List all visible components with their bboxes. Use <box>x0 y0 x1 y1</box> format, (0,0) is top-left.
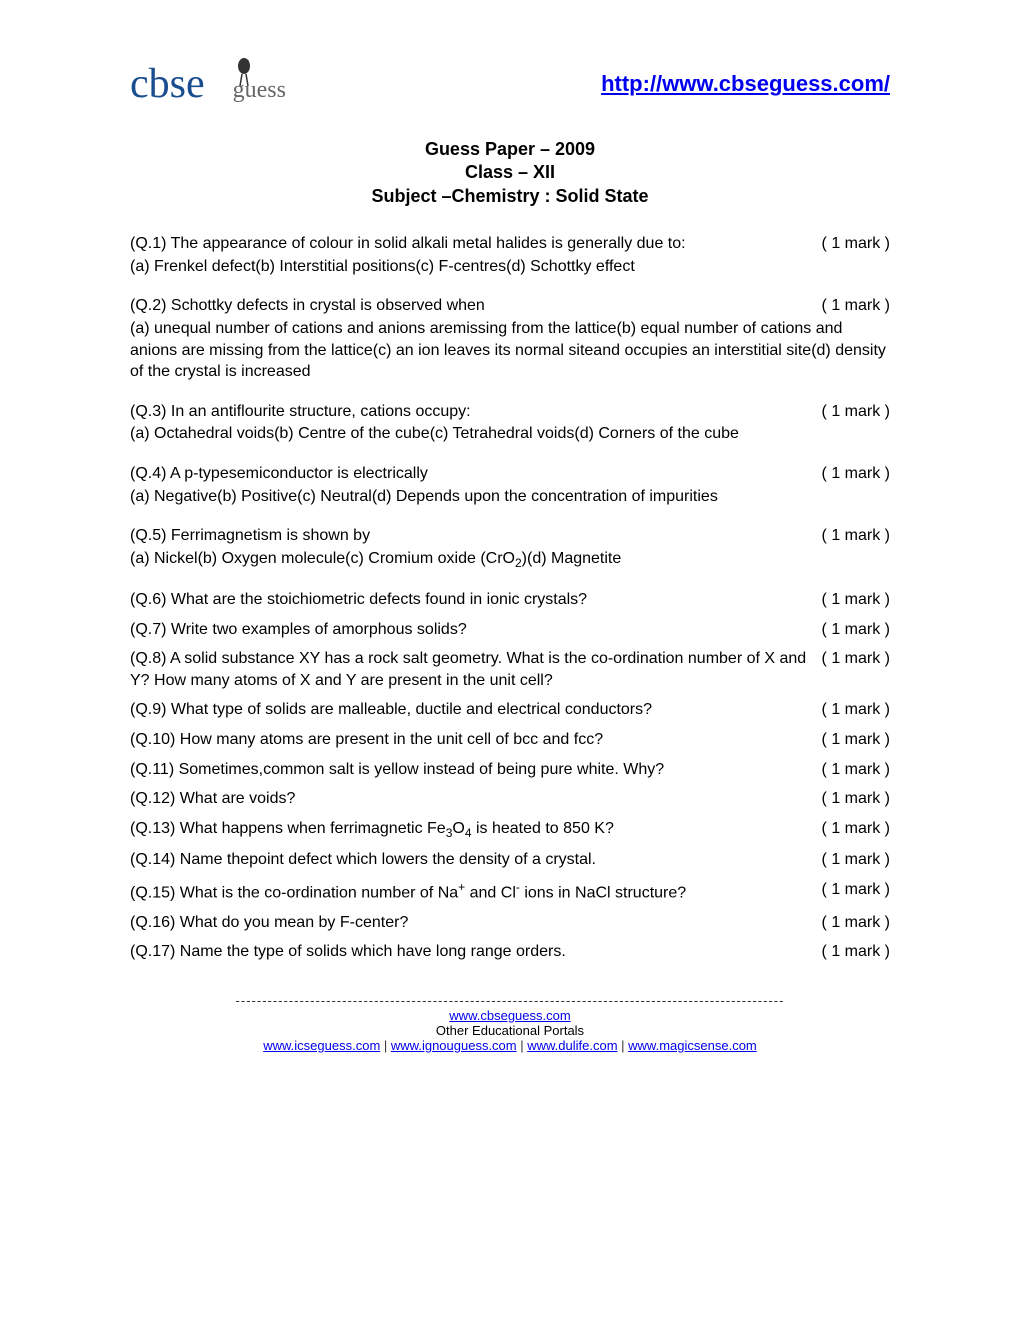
footer-separator: | <box>517 1038 528 1053</box>
question-mark: ( 1 mark ) <box>822 589 890 611</box>
question-text: (Q.4) A p-typesemiconductor is electrica… <box>130 463 822 485</box>
question-mark: ( 1 mark ) <box>822 759 890 781</box>
question-block: (Q.7) Write two examples of amorphous so… <box>130 619 890 641</box>
footer-portal-link[interactable]: www.dulife.com <box>527 1038 617 1053</box>
question-block: (Q.12) What are voids?( 1 mark ) <box>130 788 890 810</box>
question-mark: ( 1 mark ) <box>822 941 890 963</box>
question-block: (Q.13) What happens when ferrimagnetic F… <box>130 818 890 841</box>
question-options: (a) Octahedral voids(b) Centre of the cu… <box>130 423 890 445</box>
footer-subtext: Other Educational Portals <box>130 1023 890 1038</box>
question-block: (Q.11) Sometimes,common salt is yellow i… <box>130 759 890 781</box>
question-text: (Q.8) A solid substance XY has a rock sa… <box>130 648 822 691</box>
footer-portal-link[interactable]: www.icseguess.com <box>263 1038 380 1053</box>
question-row: (Q.3) In an antiflourite structure, cati… <box>130 401 890 423</box>
question-mark: ( 1 mark ) <box>822 401 890 423</box>
title-line-2: Class – XII <box>130 161 890 184</box>
logo-text-cbse: cbse <box>130 60 205 108</box>
question-block: (Q.16) What do you mean by F-center?( 1 … <box>130 912 890 934</box>
question-text: (Q.17) Name the type of solids which hav… <box>130 941 822 963</box>
question-options: (a) Nickel(b) Oxygen molecule(c) Cromium… <box>130 548 890 571</box>
logo: cbse guess <box>130 60 286 108</box>
question-mark: ( 1 mark ) <box>822 233 890 255</box>
question-row: (Q.11) Sometimes,common salt is yellow i… <box>130 759 890 781</box>
footer-separator: | <box>380 1038 391 1053</box>
question-text: (Q.2) Schottky defects in crystal is obs… <box>130 295 822 317</box>
question-mark: ( 1 mark ) <box>822 699 890 721</box>
question-row: (Q.5) Ferrimagnetism is shown by( 1 mark… <box>130 525 890 547</box>
title-line-1: Guess Paper – 2009 <box>130 138 890 161</box>
question-options: (a) Negative(b) Positive(c) Neutral(d) D… <box>130 486 890 508</box>
footer-portal-link[interactable]: www.magicsense.com <box>628 1038 757 1053</box>
question-text: (Q.1) The appearance of colour in solid … <box>130 233 822 255</box>
question-row: (Q.15) What is the co-ordination number … <box>130 879 890 904</box>
question-text: (Q.9) What type of solids are malleable,… <box>130 699 822 721</box>
title-line-3: Subject –Chemistry : Solid State <box>130 185 890 208</box>
question-mark: ( 1 mark ) <box>822 648 890 670</box>
question-mark: ( 1 mark ) <box>822 788 890 810</box>
question-block: (Q.9) What type of solids are malleable,… <box>130 699 890 721</box>
header: cbse guess http://www.cbseguess.com/ <box>130 60 890 108</box>
question-block: (Q.14) Name thepoint defect which lowers… <box>130 849 890 871</box>
footer: ----------------------------------------… <box>130 993 890 1053</box>
question-row: (Q.14) Name thepoint defect which lowers… <box>130 849 890 871</box>
question-text: (Q.12) What are voids? <box>130 788 822 810</box>
question-options: (a) Frenkel defect(b) Interstitial posit… <box>130 256 890 278</box>
question-mark: ( 1 mark ) <box>822 463 890 485</box>
question-mark: ( 1 mark ) <box>822 879 890 901</box>
question-mark: ( 1 mark ) <box>822 818 890 840</box>
question-text: (Q.3) In an antiflourite structure, cati… <box>130 401 822 423</box>
question-row: (Q.17) Name the type of solids which hav… <box>130 941 890 963</box>
title-block: Guess Paper – 2009 Class – XII Subject –… <box>130 138 890 208</box>
question-text: (Q.16) What do you mean by F-center? <box>130 912 822 934</box>
question-mark: ( 1 mark ) <box>822 849 890 871</box>
question-text: (Q.6) What are the stoichiometric defect… <box>130 589 822 611</box>
bird-icon <box>230 56 258 96</box>
question-row: (Q.12) What are voids?( 1 mark ) <box>130 788 890 810</box>
question-text: (Q.10) How many atoms are present in the… <box>130 729 822 751</box>
question-block: (Q.6) What are the stoichiometric defect… <box>130 589 890 611</box>
footer-main-link[interactable]: www.cbseguess.com <box>449 1008 570 1023</box>
question-text: (Q.7) Write two examples of amorphous so… <box>130 619 822 641</box>
question-row: (Q.10) How many atoms are present in the… <box>130 729 890 751</box>
question-text: (Q.14) Name thepoint defect which lowers… <box>130 849 822 871</box>
footer-separator: | <box>618 1038 629 1053</box>
question-block: (Q.17) Name the type of solids which hav… <box>130 941 890 963</box>
question-mark: ( 1 mark ) <box>822 295 890 317</box>
document-page: cbse guess http://www.cbseguess.com/ Gue… <box>0 0 1020 1083</box>
question-row: (Q.4) A p-typesemiconductor is electrica… <box>130 463 890 485</box>
question-text: (Q.11) Sometimes,common salt is yellow i… <box>130 759 822 781</box>
question-mark: ( 1 mark ) <box>822 619 890 641</box>
question-row: (Q.6) What are the stoichiometric defect… <box>130 589 890 611</box>
question-block: (Q.8) A solid substance XY has a rock sa… <box>130 648 890 691</box>
question-text: (Q.13) What happens when ferrimagnetic F… <box>130 818 822 841</box>
question-block: (Q.15) What is the co-ordination number … <box>130 879 890 904</box>
question-row: (Q.13) What happens when ferrimagnetic F… <box>130 818 890 841</box>
question-block: (Q.4) A p-typesemiconductor is electrica… <box>130 463 890 507</box>
question-mark: ( 1 mark ) <box>822 525 890 547</box>
questions-container: (Q.1) The appearance of colour in solid … <box>130 233 890 963</box>
question-row: (Q.2) Schottky defects in crystal is obs… <box>130 295 890 317</box>
header-url-link[interactable]: http://www.cbseguess.com/ <box>601 71 890 97</box>
question-row: (Q.8) A solid substance XY has a rock sa… <box>130 648 890 691</box>
question-block: (Q.3) In an antiflourite structure, cati… <box>130 401 890 445</box>
footer-portal-link[interactable]: www.ignouguess.com <box>391 1038 517 1053</box>
question-block: (Q.10) How many atoms are present in the… <box>130 729 890 751</box>
question-mark: ( 1 mark ) <box>822 729 890 751</box>
question-options: (a) unequal number of cations and anions… <box>130 318 890 383</box>
question-row: (Q.16) What do you mean by F-center?( 1 … <box>130 912 890 934</box>
footer-links-row: www.icseguess.com | www.ignouguess.com |… <box>130 1038 890 1053</box>
footer-divider: ----------------------------------------… <box>130 993 890 1008</box>
question-block: (Q.1) The appearance of colour in solid … <box>130 233 890 277</box>
question-block: (Q.2) Schottky defects in crystal is obs… <box>130 295 890 382</box>
question-block: (Q.5) Ferrimagnetism is shown by( 1 mark… <box>130 525 890 571</box>
question-row: (Q.7) Write two examples of amorphous so… <box>130 619 890 641</box>
question-row: (Q.1) The appearance of colour in solid … <box>130 233 890 255</box>
question-row: (Q.9) What type of solids are malleable,… <box>130 699 890 721</box>
question-text: (Q.15) What is the co-ordination number … <box>130 879 822 904</box>
question-text: (Q.5) Ferrimagnetism is shown by <box>130 525 822 547</box>
question-mark: ( 1 mark ) <box>822 912 890 934</box>
